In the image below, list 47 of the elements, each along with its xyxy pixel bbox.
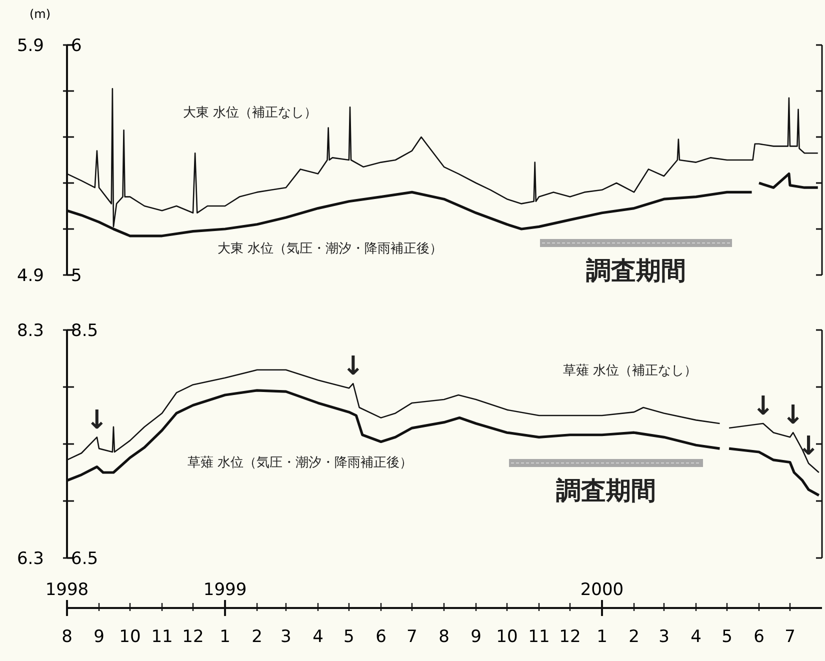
x-tick-label: 10 xyxy=(119,627,141,647)
y2-tick-label: 6 xyxy=(71,36,82,56)
annotation: 草薙 水位（気圧・潮汐・降雨補正後） xyxy=(187,456,413,471)
x-tick-label: 7 xyxy=(406,627,418,647)
x-tick-label: 9 xyxy=(94,627,104,647)
x-tick-label: 3 xyxy=(658,627,670,647)
x-tick-label: 2 xyxy=(628,627,640,647)
x-tick-label: 12 xyxy=(182,627,204,647)
x-tick-label: 11 xyxy=(151,627,173,647)
x-tick-label: 4 xyxy=(312,627,324,647)
x-tick-label: 5 xyxy=(344,627,354,647)
x-tick-label: 9 xyxy=(470,627,482,647)
x-tick-label: 4 xyxy=(690,627,702,647)
x2-tick-label: 2000 xyxy=(580,580,624,600)
annotation: 調査期間 xyxy=(586,256,686,285)
y-tick-label: 6.3 xyxy=(16,548,44,569)
y-axis-title: (m) xyxy=(29,7,51,21)
x-tick-label: 5 xyxy=(722,627,732,647)
x-tick-label: 2 xyxy=(252,627,262,647)
x-tick-label: 6 xyxy=(376,627,386,647)
x-tick-label: 7 xyxy=(784,627,796,647)
y2-tick-label: 6.5 xyxy=(71,548,98,569)
y2-tick-label: 5 xyxy=(71,266,82,286)
x-tick-label: 8 xyxy=(62,627,72,647)
x-tick-label: 12 xyxy=(559,627,581,647)
annotation: ↓ xyxy=(86,405,108,436)
annotation: 草薙 水位（補正なし） xyxy=(562,364,698,379)
annotation: ↓ xyxy=(342,352,364,382)
annotation: 調査期間 xyxy=(556,476,656,505)
annotation: 大東 水位（補正なし） xyxy=(182,106,318,121)
y-tick-label: 8.3 xyxy=(16,320,44,341)
x-tick-label: 3 xyxy=(280,627,292,647)
x2-tick-label: 1998 xyxy=(45,580,89,600)
annotation: ↓ xyxy=(782,400,804,431)
x-tick-label: 10 xyxy=(496,627,518,647)
x-tick-label: 11 xyxy=(528,627,550,647)
x-tick-label: 6 xyxy=(754,627,764,647)
y-tick-label: 5.9 xyxy=(16,36,44,56)
y-tick-label: 4.9 xyxy=(16,266,44,286)
x-tick-label: 1 xyxy=(220,627,230,647)
annotation: ↓ xyxy=(752,392,774,422)
x-tick-label: 8 xyxy=(438,627,450,647)
annotation: 大東 水位（気圧・潮汐・降雨補正後） xyxy=(217,242,443,257)
x2-tick-label: 1999 xyxy=(203,580,247,600)
y2-tick-label: 8.5 xyxy=(71,320,98,341)
x-tick-label: 1 xyxy=(596,627,608,647)
annotation: ↓ xyxy=(798,431,820,462)
